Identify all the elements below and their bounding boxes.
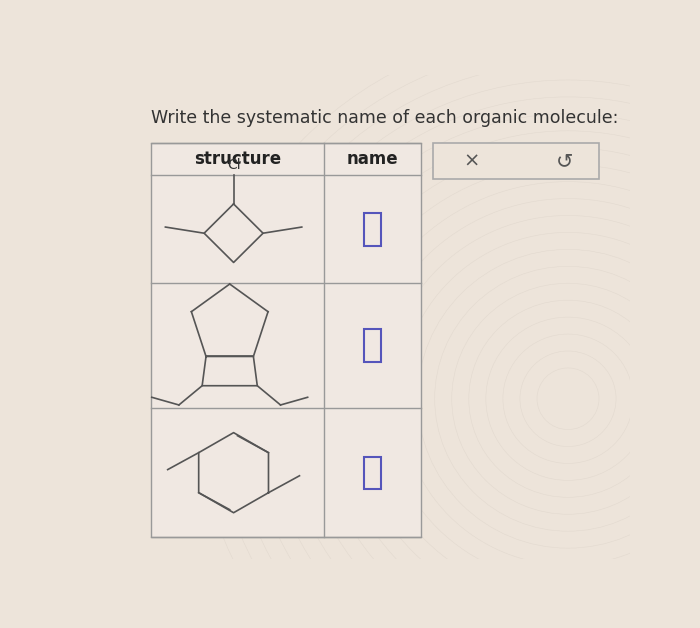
Bar (433, 143, 599, 178)
Text: Write the systematic name of each organic molecule:: Write the systematic name of each organi… (151, 109, 618, 127)
Text: ×: × (463, 151, 480, 170)
Text: ↺: ↺ (556, 151, 574, 171)
Text: name: name (346, 150, 398, 168)
Bar (364, 457, 381, 489)
Text: structure: structure (194, 150, 281, 168)
Text: Cl: Cl (227, 158, 240, 171)
Bar (151, 143, 421, 538)
Bar (364, 330, 381, 362)
Bar (364, 213, 381, 246)
